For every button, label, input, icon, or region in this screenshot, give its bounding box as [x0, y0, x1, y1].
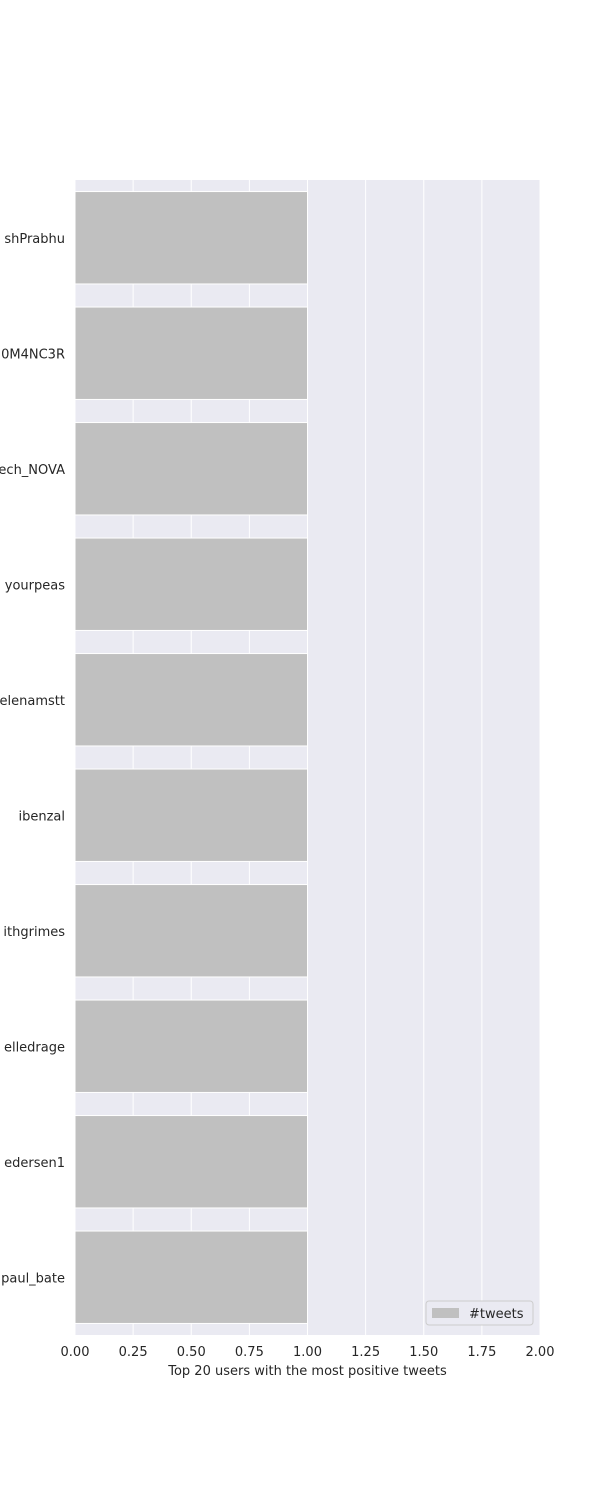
legend-swatch — [432, 1308, 459, 1318]
bar — [74, 1230, 308, 1324]
y-tick-label: 0M4NC3R — [1, 347, 65, 362]
y-tick-label: elenamstt — [0, 694, 65, 709]
y-tick-label: ibenzal — [18, 809, 65, 824]
x-tick-label: 1.25 — [351, 1345, 380, 1360]
bar — [74, 884, 308, 978]
legend-box — [425, 1300, 534, 1326]
bar — [74, 537, 308, 631]
x-tick-label: 0.50 — [177, 1345, 206, 1360]
legend-label: #tweets — [469, 1307, 524, 1322]
x-tick-label: 2.00 — [526, 1345, 555, 1360]
y-tick-label: edersen1 — [4, 1156, 65, 1171]
bar — [74, 191, 308, 285]
x-tick-label: 0.75 — [235, 1345, 264, 1360]
x-tick-label: 0.00 — [61, 1345, 90, 1360]
y-tick-label: shPrabhu — [4, 232, 65, 247]
bar — [74, 422, 308, 516]
y-tick-label: paul_bate — [1, 1271, 65, 1286]
bar — [74, 999, 308, 1093]
y-tick-labels: shPrabhu 0M4NC3R ech_NOVA yourpeas elenamstt… — [0, 232, 65, 1287]
x-tick-label: 1.00 — [293, 1345, 322, 1360]
x-tick-label: 0.25 — [119, 1345, 148, 1360]
bar — [74, 306, 308, 400]
x-axis-label: Top 20 users with the most positive twee… — [167, 1364, 447, 1379]
x-tick-label: 1.75 — [467, 1345, 496, 1360]
bar — [74, 1115, 308, 1209]
x-tick-labels: 0.00 0.25 0.50 0.75 1.00 1.25 1.50 1.75 2.00 — [61, 1345, 555, 1360]
y-tick-label: ithgrimes — [3, 925, 65, 940]
bars — [74, 191, 308, 1324]
legend: #tweets — [425, 1300, 534, 1326]
bar — [74, 653, 308, 747]
y-tick-label: elledrage — [4, 1040, 65, 1055]
y-tick-label: yourpeas — [5, 578, 65, 593]
x-tick-label: 1.50 — [409, 1345, 438, 1360]
y-tick-label: ech_NOVA — [0, 463, 65, 478]
bar — [74, 768, 308, 862]
